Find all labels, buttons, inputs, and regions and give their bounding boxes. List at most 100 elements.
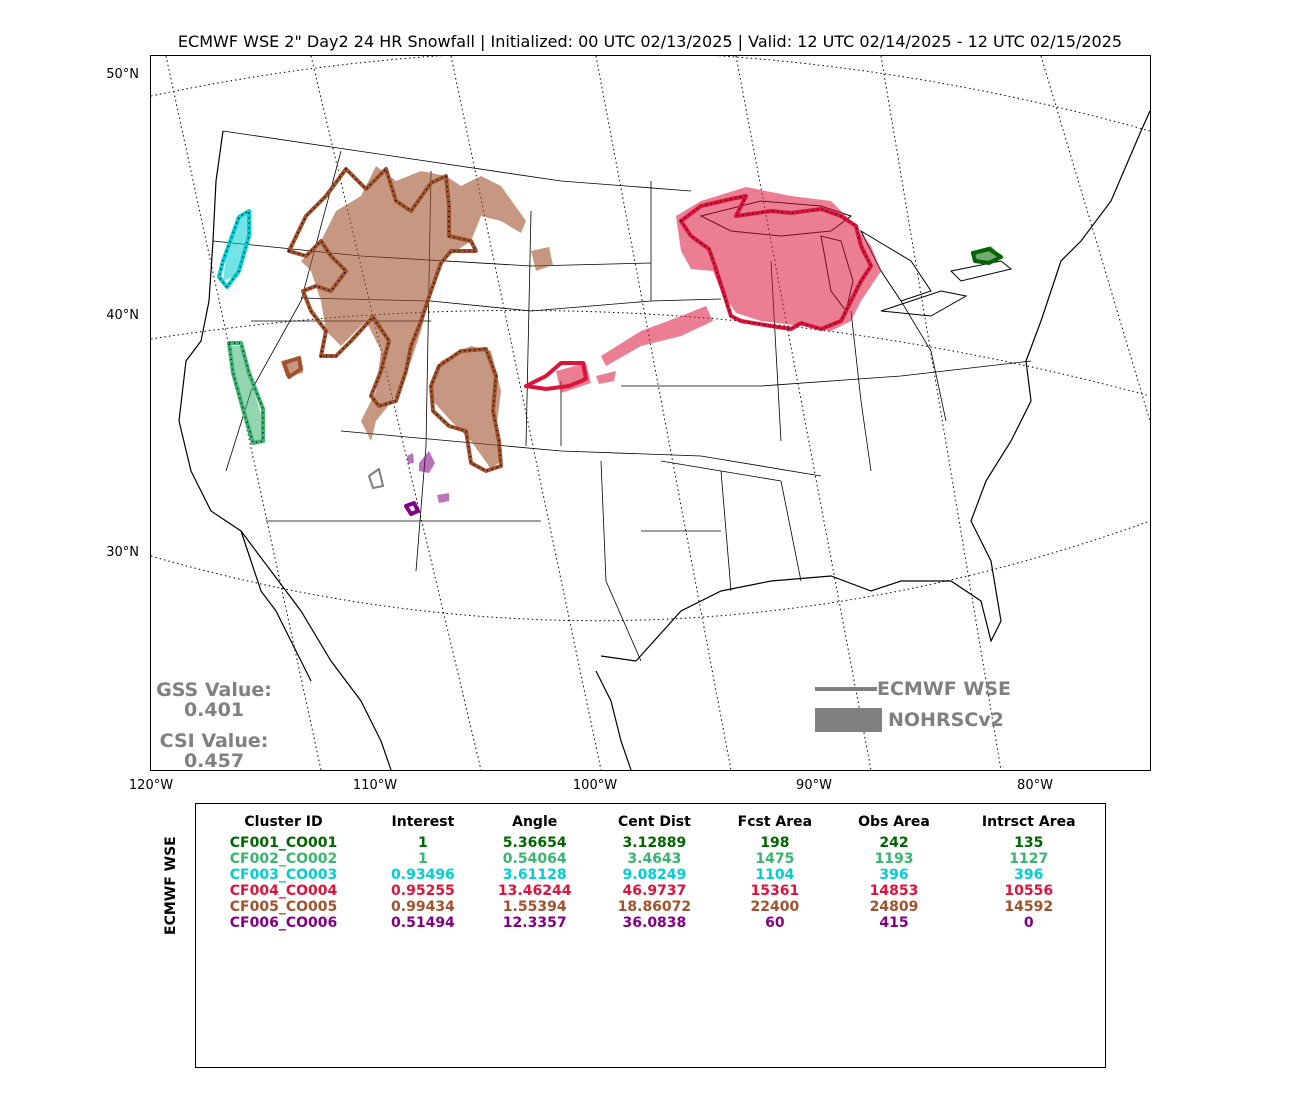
table-header-row: Cluster ID Interest Angle Cent Dist Fcst… (196, 814, 1105, 835)
table-cell: 15361 (750, 883, 800, 899)
lon-label-100w: 100°W (572, 778, 618, 793)
map-canvas (151, 56, 1150, 770)
obs-cf006-a (419, 451, 435, 473)
lon-label-110w: 110°W (352, 778, 398, 793)
obs-cf002 (231, 346, 263, 441)
lon-label-90w: 90°W (796, 778, 832, 793)
stats-table: Cluster ID Interest Angle Cent Dist Fcst… (196, 814, 1105, 931)
table-header: Obs Area (858, 814, 930, 830)
table-side-label: ECMWF WSE (163, 836, 179, 935)
table-cell: 10556 (1004, 883, 1054, 899)
table-cell: 24809 (869, 899, 919, 915)
table-cell: 0.95255 (391, 883, 455, 899)
table-row: CF005_CO005 0.99434 1.55394 18.86072 22400 24… (196, 899, 1105, 915)
obs-cf005-c (531, 247, 553, 271)
legend-observed-swatch (815, 708, 882, 732)
table-cell: 242 (879, 835, 909, 851)
table-header: Fcst Area (737, 814, 813, 830)
table-cell: 3.12889 (622, 835, 687, 851)
forecast-objects (217, 167, 1003, 516)
table-header: Cluster ID (244, 814, 323, 830)
legend-observed: NOHRSCv2 (815, 708, 1004, 732)
table-cell: 0.51494 (391, 915, 455, 931)
table-cell: 396 (1014, 867, 1044, 883)
fcst-cf005-b (429, 347, 503, 473)
lon-label-80w: 80°W (1017, 778, 1053, 793)
graticule (151, 56, 1150, 770)
legend-observed-label: NOHRSCv2 (888, 709, 1004, 731)
table-row: CF006_CO006 0.51494 12.3357 36.0838 60 415 0 (196, 915, 1105, 931)
table-cell: 135 (1014, 835, 1044, 851)
fcst-cf006 (404, 501, 420, 516)
table-cell: 1 (418, 835, 428, 851)
table-row: CF002_CO002 1 0.54064 3.4643 1475 1193 1127 (196, 851, 1105, 867)
table-cell: 396 (879, 867, 909, 883)
table-cell: 22400 (750, 899, 800, 915)
table-cell: CF005_CO005 (229, 899, 338, 915)
table-cell: 1127 (1009, 851, 1049, 867)
fcst-cf001 (971, 247, 1003, 265)
table-cell: 36.0838 (622, 915, 687, 931)
table-cell: 0.93496 (391, 867, 455, 883)
table-cell: 60 (765, 915, 785, 931)
fcst-cf004-b (524, 361, 588, 391)
table-header: Cent Dist (618, 814, 691, 830)
forecast-dotted-overlay (218, 167, 872, 472)
table-cell: 3.4643 (627, 851, 682, 867)
lat-label-40n: 40°N (106, 308, 139, 323)
csi-score: CSI Value: 0.457 (150, 731, 278, 771)
table-body: CF001_CO001 1 5.36654 3.12889 198 242 135 CF002… (196, 835, 1105, 931)
table-cell: CF003_CO003 (229, 867, 338, 883)
table-cell: 1 (418, 851, 428, 867)
obs-cf004-d (596, 371, 616, 384)
fcst-unmatched (368, 468, 384, 489)
table-header: Interest (391, 814, 455, 830)
obs-cf004-b (601, 306, 713, 366)
snowfall-map (150, 55, 1151, 771)
table-cell: 0.99434 (391, 899, 455, 915)
table-cell: 13.46244 (497, 883, 572, 899)
legend-forecast: ECMWF WSE (815, 678, 1011, 700)
obs-cf005-a (301, 166, 526, 441)
table-cell: 5.36654 (502, 835, 567, 851)
csi-value: 0.457 (183, 750, 245, 772)
chart-title: ECMWF WSE 2" Day2 24 HR Snowfall | Initi… (177, 32, 1123, 51)
stats-table-frame: Cluster ID Interest Angle Cent Dist Fcst… (195, 803, 1106, 1068)
table-cell: CF002_CO002 (229, 851, 338, 867)
table-row: CF003_CO003 0.93496 3.61128 9.08249 1104 396 3… (196, 867, 1105, 883)
csi-label: CSI Value: (159, 730, 269, 752)
legend-forecast-label: ECMWF WSE (877, 678, 1012, 700)
table-cell: 198 (760, 835, 790, 851)
lon-label-120w: 120°W (128, 778, 174, 793)
gss-value: 0.401 (183, 699, 245, 721)
table-cell: 18.86072 (617, 899, 692, 915)
table-cell: 415 (879, 915, 909, 931)
gss-score: GSS Value: 0.401 (150, 680, 278, 720)
table-header: Intrsct Area (981, 814, 1076, 830)
lat-label-50n: 50°N (106, 67, 139, 82)
gss-label: GSS Value: (156, 679, 272, 701)
table-cell: 46.9737 (622, 883, 687, 899)
fcst-cf005-a (287, 167, 478, 408)
table-cell: 1104 (755, 867, 795, 883)
table-cell: 12.3357 (502, 915, 567, 931)
table-cell: 9.08249 (622, 867, 687, 883)
table-cell: 3.61128 (502, 867, 567, 883)
table-cell: 14853 (869, 883, 919, 899)
obs-cf003 (223, 214, 251, 281)
table-header: Angle (512, 814, 558, 830)
obs-cf005-b (431, 346, 501, 469)
table-cell: 1193 (874, 851, 914, 867)
table-cell: 14592 (1004, 899, 1054, 915)
legend-forecast-line (815, 687, 877, 691)
lat-label-30n: 30°N (106, 545, 139, 560)
fcst-cf005-c (282, 356, 303, 379)
coastlines (178, 110, 1150, 770)
table-cell: 0.54064 (502, 851, 567, 867)
table-cell: CF004_CO004 (229, 883, 338, 899)
table-cell: 1475 (755, 851, 795, 867)
fcst-cf002 (227, 341, 265, 445)
state-borders (212, 130, 1032, 662)
table-cell: 1.55394 (502, 899, 567, 915)
table-cell: CF006_CO006 (229, 915, 338, 931)
